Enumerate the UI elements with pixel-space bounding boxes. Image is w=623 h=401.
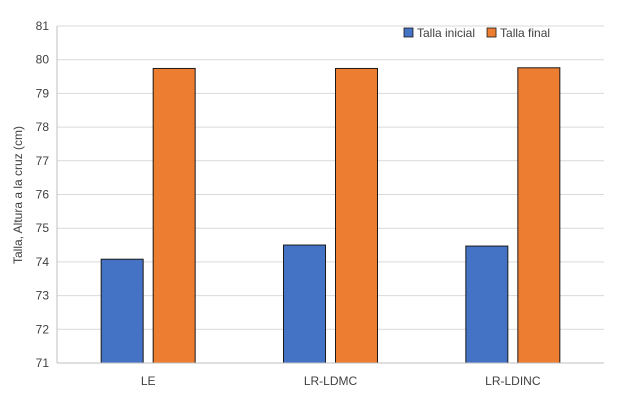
y-tick-label: 72 <box>36 322 50 336</box>
x-axis-categories: LE LR-LDMC LR-LDINC <box>141 374 541 388</box>
y-tick-label: 76 <box>36 188 50 202</box>
y-tick-label: 71 <box>36 356 50 370</box>
y-tick-label: 81 <box>36 19 50 33</box>
y-axis-label: Talla, Altura a la cruz (cm) <box>11 126 25 264</box>
bar-talla-inicial-le <box>100 258 144 364</box>
bars <box>100 67 561 364</box>
legend-label: Talla final <box>500 26 550 40</box>
x-category-label: LR-LDINC <box>485 374 541 388</box>
y-tick-label: 80 <box>36 53 50 67</box>
x-category-label: LR-LDMC <box>304 374 358 388</box>
bar-talla-inicial-lr-ldmc <box>283 244 326 364</box>
legend-swatch <box>486 27 497 38</box>
y-tick-label: 75 <box>36 221 50 235</box>
y-tick-label: 74 <box>36 255 50 269</box>
x-axis <box>56 26 604 364</box>
legend-swatch <box>403 27 414 38</box>
y-tick-label: 79 <box>36 86 50 100</box>
gridlines <box>57 25 604 330</box>
y-tick-label: 73 <box>36 289 50 303</box>
y-tick-label: 77 <box>36 154 50 168</box>
y-tick-label: 78 <box>36 120 50 134</box>
bar-talla-final-lr-ldinc <box>517 67 561 364</box>
x-category-label: LE <box>141 374 156 388</box>
bar-talla-final-le <box>152 67 196 364</box>
legend-label: Talla inicial <box>417 26 475 40</box>
bar-talla-final-lr-ldmc <box>335 67 378 364</box>
y-axis-ticks: 71 72 73 74 75 76 77 78 79 80 81 <box>36 19 50 370</box>
legend: Talla inicial Talla final <box>403 26 550 40</box>
bar-talla-inicial-lr-ldinc <box>465 245 509 364</box>
